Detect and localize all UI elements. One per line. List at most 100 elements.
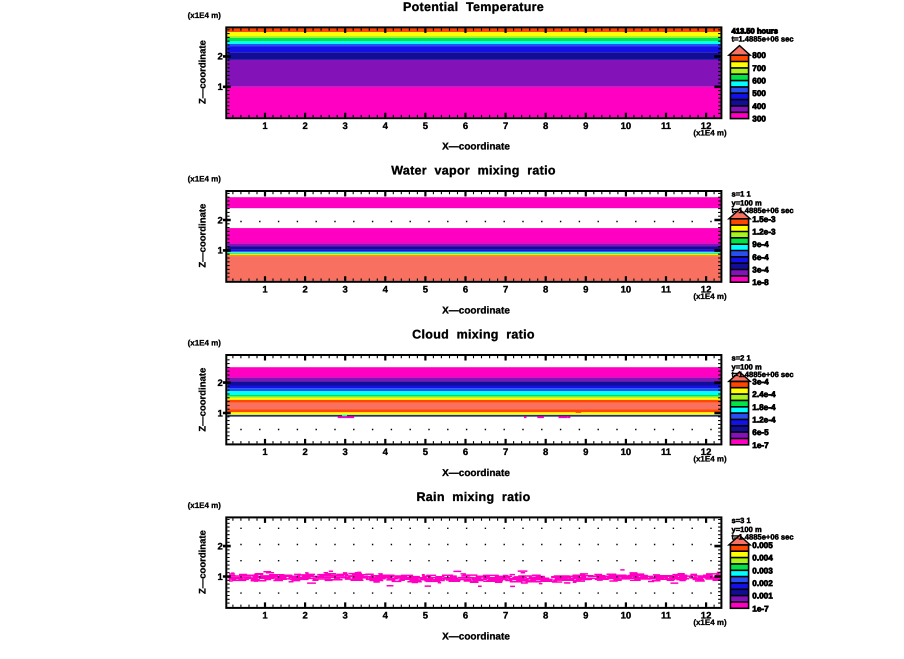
svg-text:10: 10 xyxy=(621,285,632,296)
svg-text:(x1E4 m): (x1E4 m) xyxy=(188,175,222,184)
svg-text:6: 6 xyxy=(463,121,468,132)
svg-text:s=2 1: s=2 1 xyxy=(732,354,752,363)
svg-text:Cloud mixing ratio: Cloud mixing ratio xyxy=(412,327,535,341)
svg-text:2.4e-4: 2.4e-4 xyxy=(752,390,776,399)
svg-text:5: 5 xyxy=(423,447,429,458)
svg-text:6e-4: 6e-4 xyxy=(752,253,769,262)
svg-text:y=100 m: y=100 m xyxy=(732,199,762,208)
svg-text:12: 12 xyxy=(701,121,712,132)
svg-text:7: 7 xyxy=(503,611,508,622)
svg-text:X—coordinate: X—coordinate xyxy=(442,142,510,153)
svg-text:5: 5 xyxy=(423,285,429,296)
svg-text:7: 7 xyxy=(503,447,508,458)
svg-text:10: 10 xyxy=(621,121,632,132)
svg-text:(x1E4 m): (x1E4 m) xyxy=(693,292,727,301)
svg-text:0.004: 0.004 xyxy=(752,554,773,563)
svg-text:11: 11 xyxy=(661,121,672,132)
svg-text:1e-7: 1e-7 xyxy=(752,604,769,613)
svg-text:12: 12 xyxy=(701,285,712,296)
svg-text:8: 8 xyxy=(543,447,548,458)
svg-text:t=1.4885e+06 sec: t=1.4885e+06 sec xyxy=(732,206,794,215)
svg-text:500: 500 xyxy=(752,89,766,98)
svg-text:t=1.4885e+06 sec: t=1.4885e+06 sec xyxy=(732,532,794,541)
svg-text:9: 9 xyxy=(583,447,588,458)
svg-text:0.001: 0.001 xyxy=(752,592,773,601)
svg-text:600: 600 xyxy=(752,77,766,86)
svg-text:6: 6 xyxy=(463,285,468,296)
svg-text:(x1E4 m): (x1E4 m) xyxy=(693,129,727,138)
svg-text:y=100 m: y=100 m xyxy=(732,525,762,534)
svg-text:700: 700 xyxy=(752,64,766,73)
svg-text:1.2e-3: 1.2e-3 xyxy=(752,228,776,237)
svg-text:1: 1 xyxy=(218,82,224,93)
svg-text:0.005: 0.005 xyxy=(752,541,773,550)
svg-text:2: 2 xyxy=(218,215,223,226)
svg-text:5: 5 xyxy=(423,121,429,132)
svg-text:3: 3 xyxy=(343,611,348,622)
svg-text:2: 2 xyxy=(218,378,223,389)
svg-text:t=1.4885e+06 sec: t=1.4885e+06 sec xyxy=(732,35,794,44)
svg-text:Z—coordinate: Z—coordinate xyxy=(198,204,209,268)
svg-text:2: 2 xyxy=(302,121,307,132)
svg-text:8: 8 xyxy=(543,611,548,622)
svg-text:11: 11 xyxy=(661,611,672,622)
svg-text:4: 4 xyxy=(383,611,389,622)
svg-text:Z—coordinate: Z—coordinate xyxy=(198,40,209,104)
svg-text:9: 9 xyxy=(583,121,588,132)
svg-text:6: 6 xyxy=(463,611,468,622)
svg-text:(x1E4 m): (x1E4 m) xyxy=(188,11,222,20)
svg-text:1: 1 xyxy=(262,447,268,458)
svg-text:4: 4 xyxy=(383,285,389,296)
svg-text:3: 3 xyxy=(343,285,348,296)
svg-text:Water vapor mixing ratio: Water vapor mixing ratio xyxy=(391,163,556,177)
svg-text:(x1E4 m): (x1E4 m) xyxy=(693,455,727,464)
svg-text:y=100 m: y=100 m xyxy=(732,363,762,372)
svg-text:1.5e-3: 1.5e-3 xyxy=(752,215,776,224)
svg-text:8: 8 xyxy=(543,285,548,296)
svg-text:4: 4 xyxy=(383,447,389,458)
svg-text:6: 6 xyxy=(463,447,468,458)
svg-text:t=1.4885e+06 sec: t=1.4885e+06 sec xyxy=(732,370,794,379)
svg-text:1e-8: 1e-8 xyxy=(752,278,769,287)
svg-text:3e-4: 3e-4 xyxy=(752,377,769,386)
svg-text:3e-4: 3e-4 xyxy=(752,266,769,275)
svg-text:2: 2 xyxy=(302,285,307,296)
svg-text:800: 800 xyxy=(752,51,766,60)
svg-text:1: 1 xyxy=(262,611,268,622)
svg-text:10: 10 xyxy=(621,447,632,458)
svg-text:12: 12 xyxy=(701,611,712,622)
svg-text:9: 9 xyxy=(583,285,588,296)
svg-text:2: 2 xyxy=(302,447,307,458)
svg-text:s=1 1: s=1 1 xyxy=(732,190,752,199)
svg-text:3: 3 xyxy=(343,447,348,458)
svg-text:400: 400 xyxy=(752,102,766,111)
svg-text:X—coordinate: X—coordinate xyxy=(442,468,510,479)
svg-text:10: 10 xyxy=(621,611,632,622)
svg-text:Rain mixing ratio: Rain mixing ratio xyxy=(416,490,530,504)
svg-text:413.50 hours: 413.50 hours xyxy=(732,27,778,36)
svg-text:1: 1 xyxy=(218,408,224,419)
svg-text:2: 2 xyxy=(218,541,223,552)
svg-text:1: 1 xyxy=(262,121,268,132)
svg-text:1.2e-4: 1.2e-4 xyxy=(752,415,776,424)
svg-text:4: 4 xyxy=(383,121,389,132)
svg-text:6e-5: 6e-5 xyxy=(752,428,769,437)
svg-text:300: 300 xyxy=(752,115,766,124)
svg-text:X—coordinate: X—coordinate xyxy=(442,631,510,642)
svg-text:Potential Temperature: Potential Temperature xyxy=(403,0,544,14)
svg-text:Z—coordinate: Z—coordinate xyxy=(198,530,209,594)
svg-text:9e-4: 9e-4 xyxy=(752,240,769,249)
svg-text:8: 8 xyxy=(543,121,548,132)
svg-text:s=3 1: s=3 1 xyxy=(732,516,752,525)
svg-text:7: 7 xyxy=(503,121,508,132)
svg-text:5: 5 xyxy=(423,611,429,622)
svg-text:12: 12 xyxy=(701,447,712,458)
svg-text:(x1E4 m): (x1E4 m) xyxy=(188,339,222,348)
svg-text:2: 2 xyxy=(218,52,223,63)
svg-text:1: 1 xyxy=(262,285,268,296)
svg-text:1e-7: 1e-7 xyxy=(752,441,769,450)
svg-text:X—coordinate: X—coordinate xyxy=(442,305,510,316)
svg-text:11: 11 xyxy=(661,285,672,296)
svg-text:(x1E4 m): (x1E4 m) xyxy=(693,618,727,627)
svg-text:1: 1 xyxy=(218,572,224,583)
